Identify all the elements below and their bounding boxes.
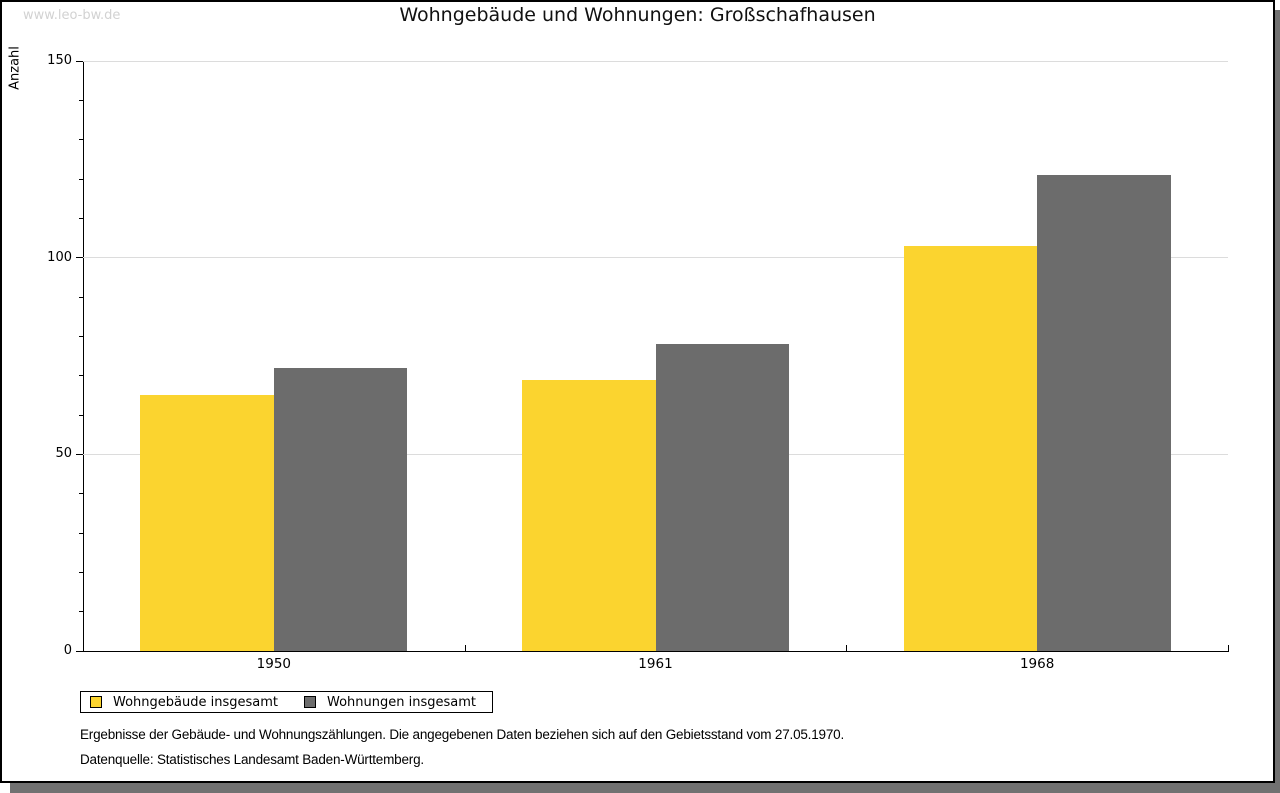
bar-1961-series1 — [655, 344, 789, 651]
legend: Wohngebäude insgesamt Wohnungen insgesam… — [80, 691, 493, 713]
y-axis-major-tick — [76, 650, 83, 652]
legend-item-wohnungen: Wohnungen insgesamt — [304, 695, 476, 710]
y-axis-major-tick — [76, 257, 83, 259]
x-axis-boundary-tick — [846, 645, 848, 651]
y-axis-major-tick — [76, 453, 83, 455]
x-axis-category-label: 1950 — [256, 656, 291, 672]
y-axis-minor-tick — [79, 217, 83, 219]
plot-area — [83, 61, 1229, 652]
y-axis-tick-label: 150 — [47, 53, 72, 68]
legend-item-wohngebaeude: Wohngebäude insgesamt — [90, 695, 278, 710]
footnote-line1: Ergebnisse der Gebäude- und Wohnungszähl… — [80, 727, 845, 742]
bar-1968-series1 — [1037, 175, 1171, 651]
footnote-line2: Datenquelle: Statistisches Landesamt Bad… — [80, 752, 424, 767]
y-axis-tick-label: 50 — [55, 446, 72, 462]
y-axis-minor-tick — [79, 335, 83, 337]
y-axis-minor-tick — [79, 178, 83, 180]
y-axis-minor-tick — [79, 139, 83, 141]
y-axis-minor-tick — [79, 571, 83, 573]
y-axis-minor-tick — [79, 375, 83, 377]
bar-1968-series0 — [903, 245, 1038, 651]
x-axis-category-label: 1968 — [1019, 656, 1055, 672]
legend-swatch-wohngebaeude — [90, 696, 102, 708]
y-axis-major-tick — [76, 60, 83, 62]
y-axis-tick-label: 100 — [47, 249, 72, 265]
y-axis-title: Anzahl — [7, 46, 23, 90]
chart-title: Wohngebäude und Wohnungen: Großschafhaus… — [399, 4, 876, 26]
x-axis-category-label: 1961 — [638, 656, 673, 672]
y-axis-minor-tick — [79, 414, 83, 416]
bar-1950-series1 — [273, 367, 408, 651]
bar-1950-series0 — [140, 395, 274, 651]
bar-1961-series0 — [522, 379, 656, 651]
x-axis-end-tick — [1228, 645, 1229, 651]
y-gridline — [83, 257, 1228, 259]
y-axis-minor-tick — [79, 493, 83, 495]
watermark: www.leo-bw.de — [23, 8, 121, 23]
legend-swatch-wohnungen — [304, 696, 316, 708]
y-axis-minor-tick — [79, 532, 83, 534]
x-axis-boundary-tick — [464, 645, 466, 651]
y-axis-minor-tick — [79, 296, 83, 298]
legend-label-wohnungen: Wohnungen insgesamt — [327, 694, 476, 710]
y-gridline — [83, 60, 1228, 62]
y-axis-minor-tick — [79, 611, 83, 613]
legend-label-wohngebaeude: Wohngebäude insgesamt — [113, 694, 278, 710]
y-axis-tick-label: 0 — [63, 643, 72, 658]
y-axis-minor-tick — [79, 99, 83, 101]
